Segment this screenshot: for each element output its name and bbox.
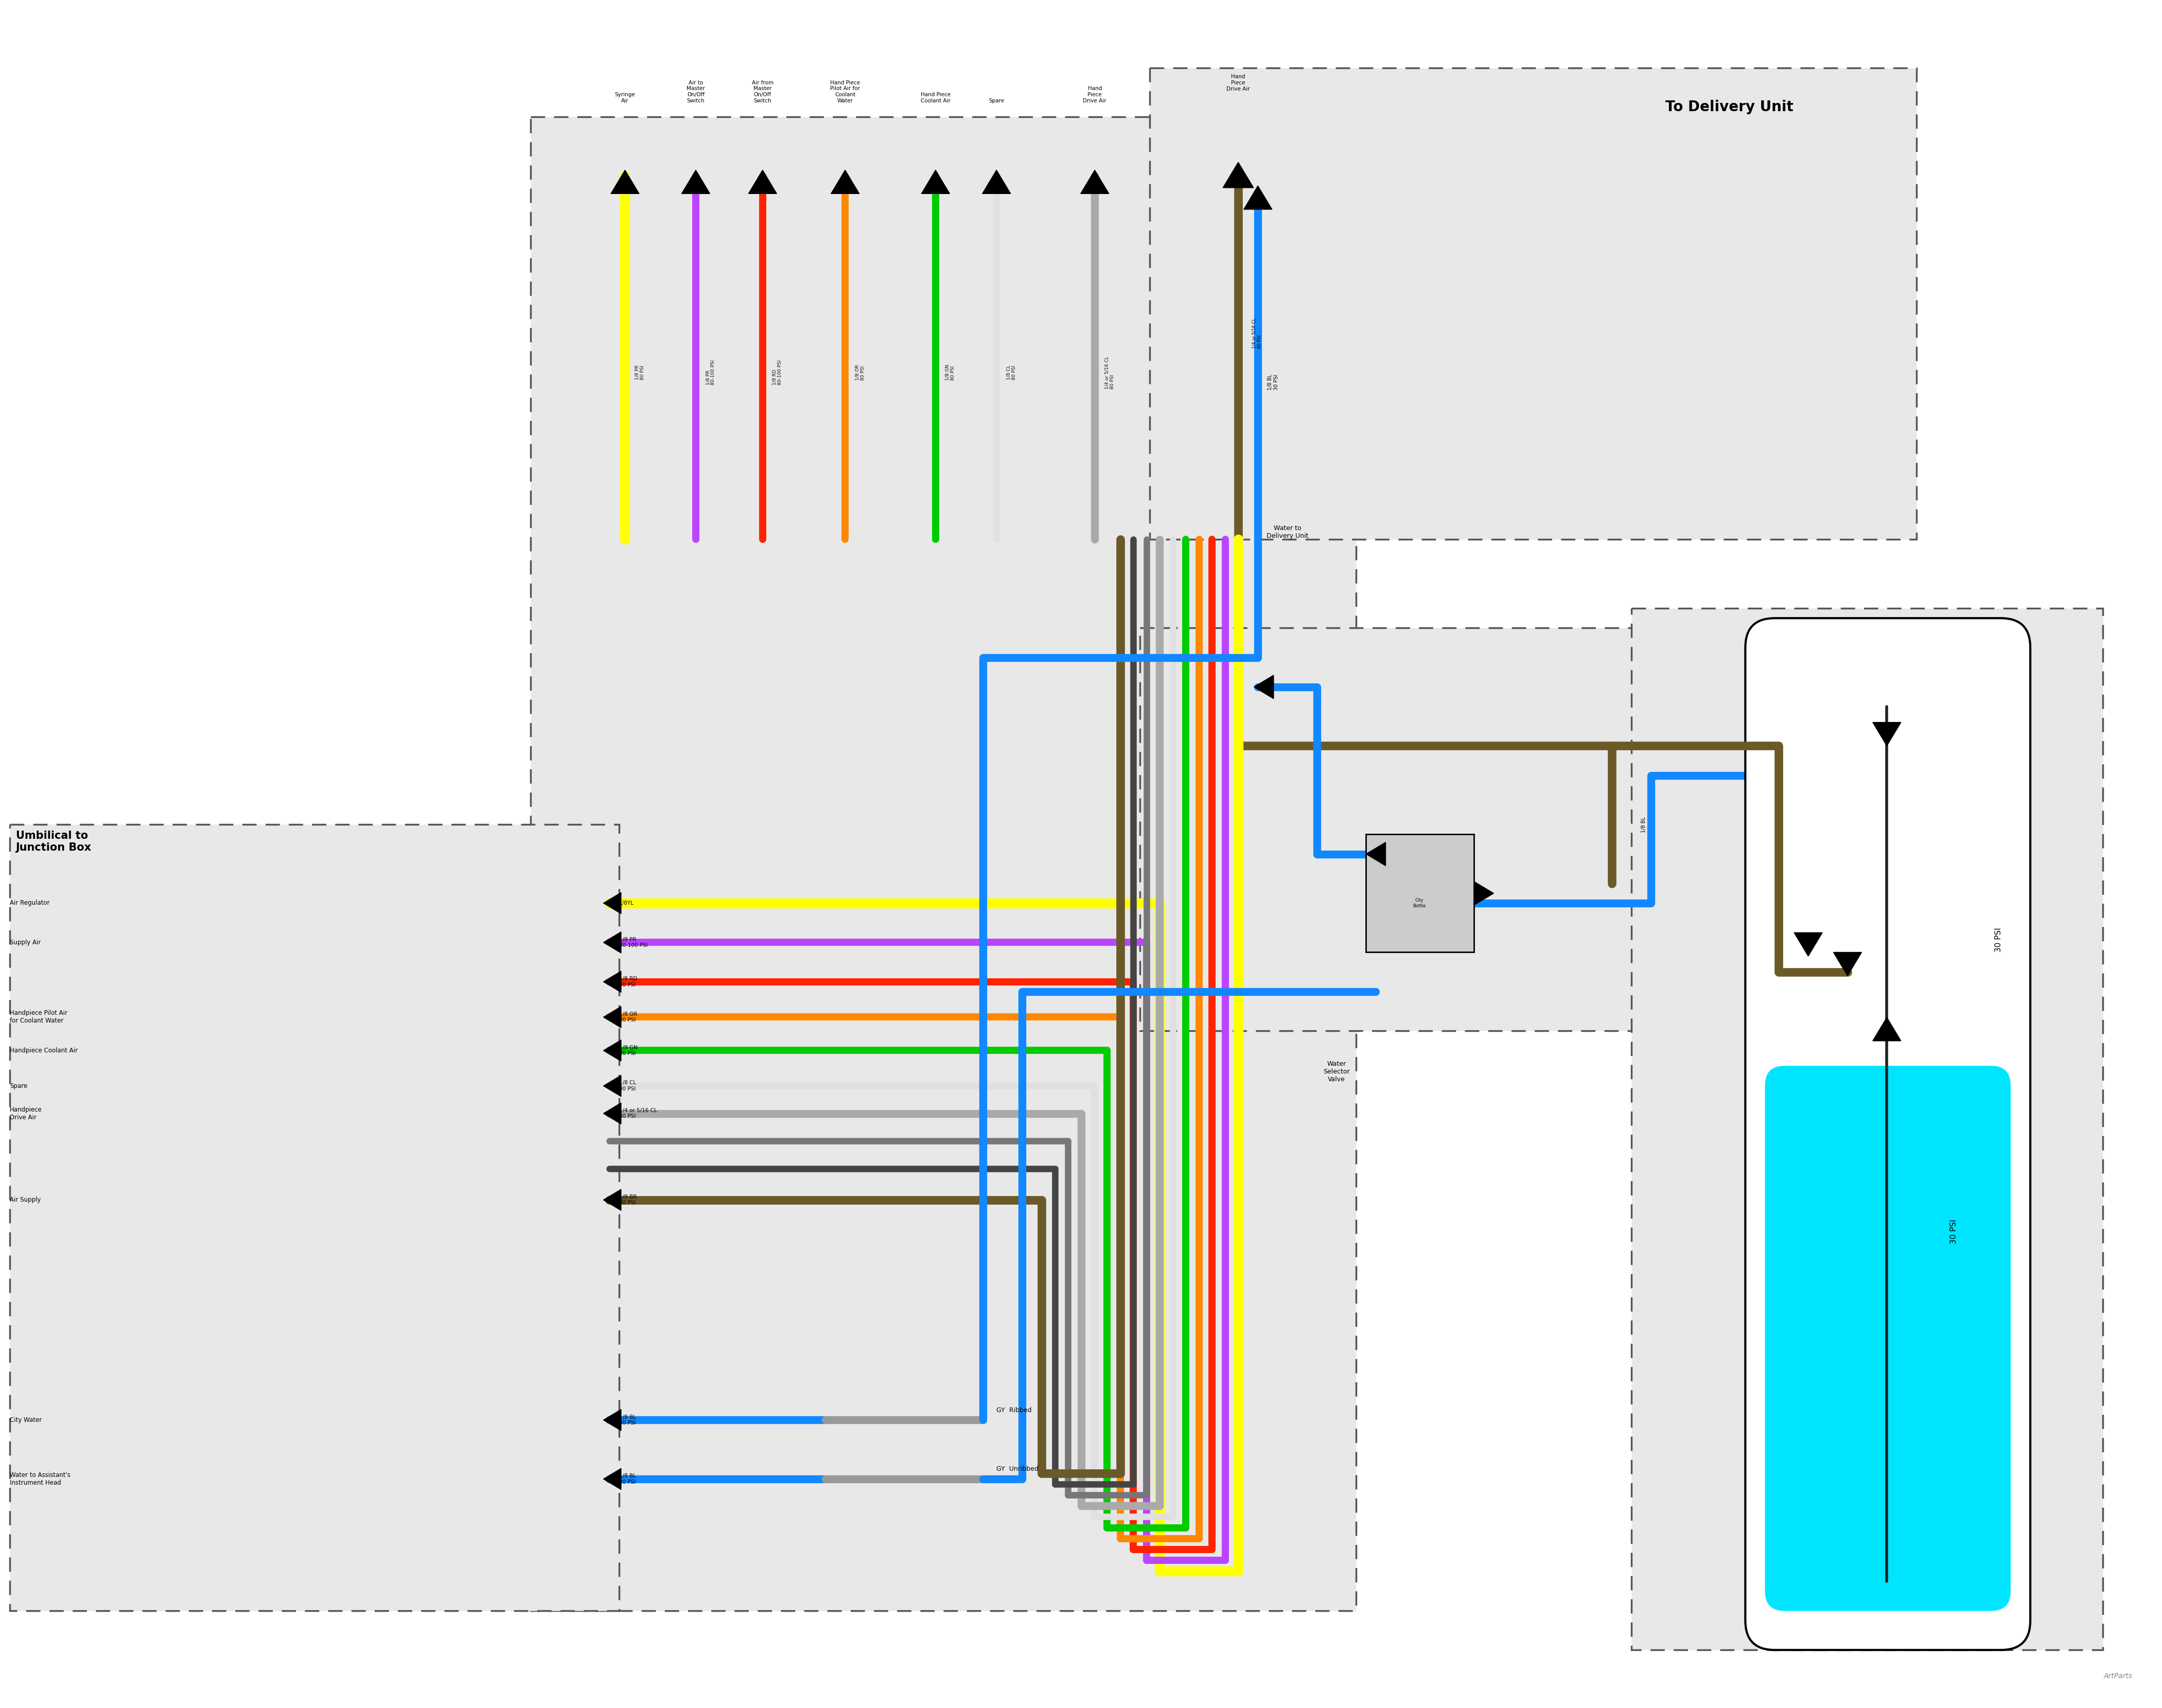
Text: Supply Air: Supply Air bbox=[11, 939, 41, 946]
Text: 1/8 RD
80-100 PSI: 1/8 RD 80-100 PSI bbox=[772, 360, 783, 384]
Polygon shape bbox=[1474, 881, 1494, 905]
Polygon shape bbox=[603, 1189, 620, 1211]
Polygon shape bbox=[603, 1103, 620, 1124]
Text: ArtParts: ArtParts bbox=[2104, 1672, 2132, 1679]
Polygon shape bbox=[1872, 722, 1900, 746]
Text: To Delivery Unit: To Delivery Unit bbox=[1665, 101, 1794, 114]
Polygon shape bbox=[1833, 953, 1861, 975]
Text: Handpiece
Drive Air: Handpiece Drive Air bbox=[11, 1107, 41, 1120]
Text: 1/8 BL
30 PSI: 1/8 BL 30 PSI bbox=[618, 1414, 636, 1426]
Polygon shape bbox=[1794, 933, 1823, 956]
Text: 1/8 GN
80 PSI: 1/8 GN 80 PSI bbox=[945, 364, 956, 381]
Polygon shape bbox=[603, 1409, 620, 1431]
Text: Water
Selector
Valve: Water Selector Valve bbox=[1323, 1061, 1349, 1083]
Polygon shape bbox=[1243, 186, 1271, 210]
Text: Hand
Piece
Drive Air: Hand Piece Drive Air bbox=[1226, 75, 1250, 92]
Text: Handpiece Pilot Air
for Coolant Water: Handpiece Pilot Air for Coolant Water bbox=[11, 1009, 67, 1025]
Polygon shape bbox=[1139, 629, 1699, 1032]
Text: 1/4 or 5/16 CL
80 PSI: 1/4 or 5/16 CL 80 PSI bbox=[1105, 355, 1116, 389]
Polygon shape bbox=[1366, 834, 1474, 953]
Text: Air from
Master
On/Off
Switch: Air from Master On/Off Switch bbox=[752, 80, 774, 102]
Polygon shape bbox=[603, 1469, 620, 1489]
Polygon shape bbox=[921, 171, 949, 193]
Polygon shape bbox=[603, 1006, 620, 1028]
Text: 1/8 PR
80-100 PSI: 1/8 PR 80-100 PSI bbox=[618, 938, 649, 948]
Polygon shape bbox=[11, 825, 618, 1611]
Text: Water to Assistant's
Instrument Head: Water to Assistant's Instrument Head bbox=[11, 1472, 71, 1486]
Text: GY  Ribbed: GY Ribbed bbox=[997, 1407, 1031, 1414]
Polygon shape bbox=[830, 171, 858, 193]
Text: 1/8 BL
30 PSI: 1/8 BL 30 PSI bbox=[1267, 374, 1280, 389]
Text: Handpiece Coolant Air: Handpiece Coolant Air bbox=[11, 1047, 78, 1054]
Text: 1/8 CL
80 PSI: 1/8 CL 80 PSI bbox=[1005, 366, 1016, 379]
FancyBboxPatch shape bbox=[1764, 1066, 2011, 1611]
Text: 1/8 OR
80 PSI: 1/8 OR 80 PSI bbox=[618, 1011, 638, 1023]
Text: 1/8 RD
80 PSI: 1/8 RD 80 PSI bbox=[618, 977, 638, 987]
Polygon shape bbox=[1366, 842, 1386, 866]
Polygon shape bbox=[748, 171, 776, 193]
Polygon shape bbox=[603, 893, 620, 914]
Polygon shape bbox=[603, 1040, 620, 1061]
Text: Air Regulator: Air Regulator bbox=[11, 900, 50, 907]
Text: Hand Piece
Coolant Air: Hand Piece Coolant Air bbox=[921, 92, 951, 102]
Polygon shape bbox=[681, 171, 709, 193]
Text: 1/8 BR
80 PSI: 1/8 BR 80 PSI bbox=[618, 1194, 638, 1206]
Text: Hand
Piece
Drive Air: Hand Piece Drive Air bbox=[1083, 85, 1107, 102]
Text: 1/8 PR
80 PSI: 1/8 PR 80 PSI bbox=[636, 366, 644, 379]
Text: City Water: City Water bbox=[11, 1416, 41, 1423]
Text: Air to
Master
On/Off
Switch: Air to Master On/Off Switch bbox=[688, 80, 705, 102]
Text: 1/4 or 5/16 CL
80 PSI: 1/4 or 5/16 CL 80 PSI bbox=[1252, 318, 1263, 348]
Polygon shape bbox=[982, 171, 1010, 193]
Text: Syringe
Air: Syringe Air bbox=[614, 92, 636, 102]
Text: Spare: Spare bbox=[11, 1083, 28, 1090]
Text: Hand Piece
Pilot Air for
Coolant
Water: Hand Piece Pilot Air for Coolant Water bbox=[830, 80, 860, 102]
Polygon shape bbox=[1632, 608, 2104, 1650]
Polygon shape bbox=[603, 1076, 620, 1097]
Text: 1/8 BL
30 PSI: 1/8 BL 30 PSI bbox=[618, 1474, 636, 1484]
Polygon shape bbox=[1254, 675, 1273, 699]
Text: 1/8 CL
80 PSI: 1/8 CL 80 PSI bbox=[618, 1081, 636, 1091]
Polygon shape bbox=[1081, 171, 1109, 193]
Polygon shape bbox=[1224, 162, 1254, 188]
Text: 1/8 PR
80-100 PSI: 1/8 PR 80-100 PSI bbox=[705, 360, 716, 384]
Text: 1/4 or 5/16 CL
80 PSI: 1/4 or 5/16 CL 80 PSI bbox=[618, 1108, 657, 1119]
Text: Spare: Spare bbox=[988, 97, 1003, 102]
Text: Umbilical to
Junction Box: Umbilical to Junction Box bbox=[15, 830, 91, 852]
Polygon shape bbox=[603, 972, 620, 992]
Polygon shape bbox=[1872, 1018, 1900, 1040]
Text: Air Supply: Air Supply bbox=[11, 1197, 41, 1202]
Polygon shape bbox=[612, 171, 640, 193]
Text: 1/8 BL: 1/8 BL bbox=[1641, 816, 1645, 832]
Text: 1/8YL: 1/8YL bbox=[618, 900, 633, 905]
Text: GY  Unribbed: GY Unribbed bbox=[997, 1465, 1038, 1472]
Text: 30 PSI: 30 PSI bbox=[1996, 927, 2002, 951]
Text: 1/8 GN
80 PSI: 1/8 GN 80 PSI bbox=[618, 1045, 638, 1056]
FancyBboxPatch shape bbox=[1745, 618, 2030, 1650]
Text: 30 PSI: 30 PSI bbox=[1950, 1220, 1957, 1243]
Polygon shape bbox=[530, 116, 1356, 1611]
Polygon shape bbox=[603, 933, 620, 953]
Text: City
Bottle: City Bottle bbox=[1412, 898, 1425, 909]
Text: Water to
Delivery Unit: Water to Delivery Unit bbox=[1267, 524, 1308, 540]
Text: 1/8 OR
80 PSI: 1/8 OR 80 PSI bbox=[854, 364, 865, 381]
Polygon shape bbox=[1150, 68, 1916, 540]
